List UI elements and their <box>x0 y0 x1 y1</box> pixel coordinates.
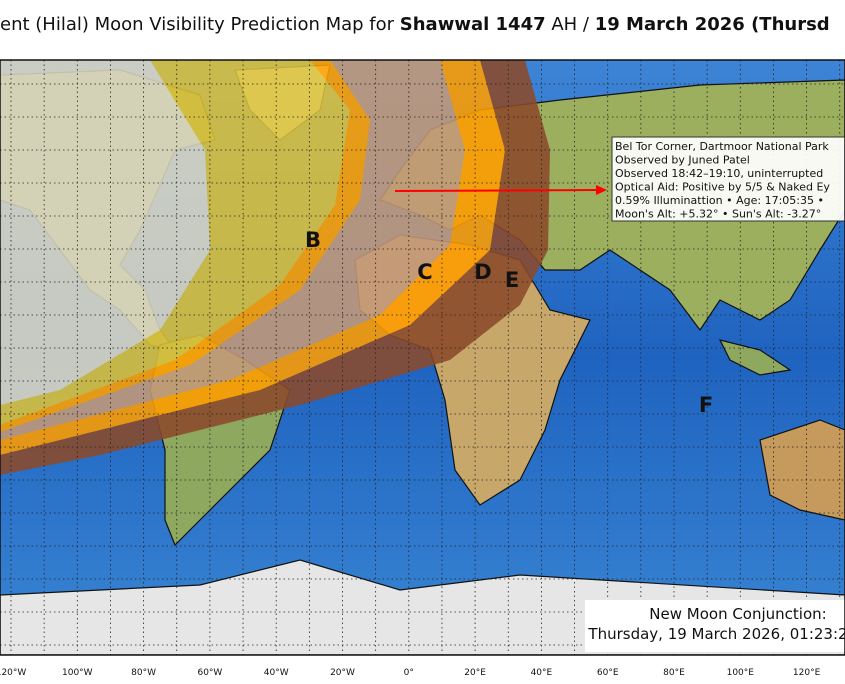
zone-label: C <box>417 260 432 284</box>
conjunction-time: Thursday, 19 March 2026, 01:23:2 <box>587 625 845 643</box>
observation-line: 0.59% Illuminattion • Age: 17:05:35 • <box>615 194 824 207</box>
longitude-label: 100°E <box>727 668 755 678</box>
longitude-label: 80°E <box>663 668 685 678</box>
conjunction-heading: New Moon Conjunction: <box>649 605 826 623</box>
map-frame <box>0 59 845 656</box>
longitude-label: 120°E <box>793 668 821 678</box>
longitude-label: 40°W <box>264 668 289 678</box>
observation-box <box>611 136 845 222</box>
longitude-label: 120°W <box>0 668 26 678</box>
longitude-label: 80°W <box>131 668 156 678</box>
observation-line: Bel Tor Corner, Dartmoor National Park <box>615 140 829 153</box>
zone-label: E <box>505 268 519 292</box>
conjunction-box <box>585 600 845 652</box>
observation-line: Observed by Juned Patel <box>615 154 750 167</box>
longitude-label: 20°E <box>464 668 486 678</box>
longitude-labels: 120°W 100°W 80°W 60°W 40°W 20°W 0° 20°E 40°E 60°E… <box>0 668 821 678</box>
graticule <box>0 60 845 655</box>
observation-line: Optical Aid: Positive by 5/5 & Naked Ey <box>615 181 830 194</box>
longitude-label: 60°E <box>597 668 619 678</box>
observation-line: Moon's Alt: +5.32° • Sun's Alt: -3.27° <box>615 208 821 221</box>
map-area: B C D E F Bel Tor Corner, Dartmoor National … <box>0 60 845 655</box>
longitude-label: 100°W <box>62 668 93 678</box>
zone-label: F <box>699 393 713 417</box>
observation-line: Observed 18:42–19:10, uninterrupted <box>615 167 823 180</box>
zone-labels: B C D E F <box>305 228 713 417</box>
zone-label: B <box>305 228 321 252</box>
zone-label: D <box>474 260 491 284</box>
visibility-zones <box>0 60 550 475</box>
longitude-label: 60°W <box>197 668 222 678</box>
map-title: ent (Hilal) Moon Visibility Prediction M… <box>0 14 830 35</box>
observation-text: Bel Tor Corner, Dartmoor National ParkOb… <box>615 140 830 221</box>
pointer-arrow <box>596 185 607 195</box>
observation-pointer <box>394 189 599 192</box>
longitude-label: 40°E <box>531 668 553 678</box>
longitude-label: 0° <box>404 668 414 678</box>
longitude-label: 20°W <box>330 668 355 678</box>
